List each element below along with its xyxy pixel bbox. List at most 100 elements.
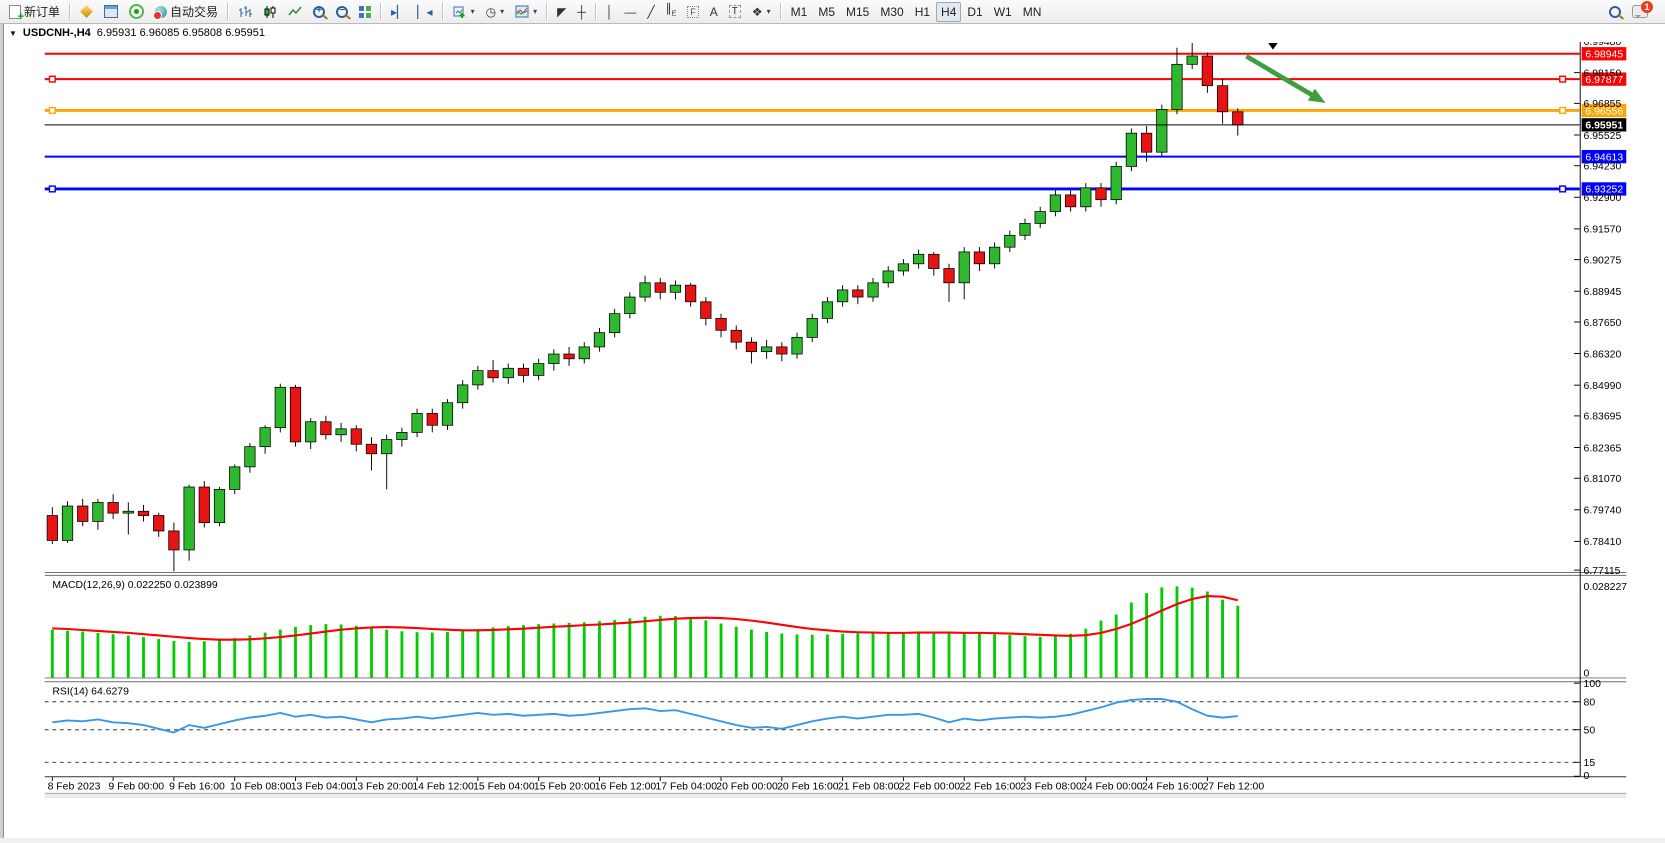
pane-frame [44,42,1627,799]
svg-text:21 Feb 08:00: 21 Feb 08:00 [838,782,900,793]
macd-pane[interactable]: MACD(12,26,9) 0.022250 0.023899 [50,580,1240,678]
svg-text:15 Feb 04:00: 15 Feb 04:00 [473,782,535,793]
tab-timeframe-MN[interactable]: MN [1018,2,1047,22]
svg-text:6.92900: 6.92900 [1584,193,1622,204]
data-window-button[interactable] [99,2,123,22]
svg-text:22 Feb 16:00: 22 Feb 16:00 [959,782,1021,793]
line-chart-button[interactable] [283,2,307,22]
svg-text:17 Feb 04:00: 17 Feb 04:00 [655,782,717,793]
chevron-down-icon: ▾ [766,7,771,16]
svg-text:6.79740: 6.79740 [1584,506,1622,517]
equidistant-channel-button[interactable]: ∥E [661,2,682,22]
new-order-label: 新订单 [24,5,61,19]
shapes-dropdown[interactable]: ❖ ▾ [747,2,776,22]
zoom-in-button[interactable]: + [308,2,330,22]
chart-window: ▼ USDCNH-,H4 6.95931 6.96085 6.95808 6.9… [0,24,1665,838]
text-button[interactable]: A [705,2,723,22]
svg-text:24 Feb 16:00: 24 Feb 16:00 [1142,782,1204,793]
tab-timeframe-D1[interactable]: D1 [962,2,987,22]
svg-text:10 Feb 08:00: 10 Feb 08:00 [230,782,292,793]
signals-icon [129,4,145,19]
chart-title-bar: ▼ USDCNH-,H4 6.95931 6.96085 6.95808 6.9… [3,24,1665,42]
crosshair-button[interactable]: ┼ [572,2,591,22]
svg-text:6.94230: 6.94230 [1584,162,1622,173]
search-button[interactable] [1604,2,1626,22]
svg-text:24 Feb 00:00: 24 Feb 00:00 [1081,782,1143,793]
price-axis[interactable]: 6.98945 6.97877 6.96556 6.94613 6.93252 6.959… [1574,37,1627,782]
svg-text:6.91570: 6.91570 [1584,225,1622,236]
svg-text:6.96556: 6.96556 [1585,106,1623,117]
svg-text:13 Feb 20:00: 13 Feb 20:00 [352,782,414,793]
vertical-line-button[interactable]: │ [601,2,619,22]
collapse-icon[interactable]: ▼ [9,28,17,38]
chart-canvas[interactable]: MACD(12,26,9) 0.022250 0.023899 RSI(14) … [3,37,1665,838]
zoom-in-icon: + [313,5,326,18]
horizontal-line-objects[interactable] [44,52,1580,193]
toolbar: 新订单 自动交易 + − ▸▏ ▏◂ ▾ ◷▾ ▾ ◤ ┼ │ — ╱ ∥E F… [0,0,1665,24]
fibonacci-button[interactable]: F [682,2,704,22]
separator [546,3,549,20]
svg-text:8 Feb 2023: 8 Feb 2023 [48,782,101,793]
chevron-down-icon: ▾ [470,7,475,16]
templates-dropdown[interactable]: ▾ [510,2,542,22]
separator [594,3,597,20]
svg-text:6.98945: 6.98945 [1585,50,1623,61]
signals-button[interactable] [124,2,149,22]
svg-text:6.98150: 6.98150 [1584,68,1622,79]
arrow-annotation[interactable] [1245,42,1326,103]
tab-timeframe-H1[interactable]: H1 [910,2,935,22]
svg-text:20 Feb 00:00: 20 Feb 00:00 [716,782,778,793]
tab-timeframe-M5[interactable]: M5 [813,2,840,22]
rsi-pane[interactable]: RSI(14) 64.6279 [44,687,1580,763]
svg-text:23 Feb 08:00: 23 Feb 08:00 [1020,782,1082,793]
trendline-button[interactable]: ╱ [642,2,659,22]
horizontal-line-icon: — [624,4,637,19]
separator [380,3,383,20]
periods-dropdown[interactable]: ◷ ▾ [481,2,510,22]
svg-text:6.84990: 6.84990 [1584,381,1622,392]
tab-timeframe-M15[interactable]: M15 [841,2,874,22]
chart-shift-icon: ▏◂ [417,4,433,19]
candlestick-button[interactable] [258,2,282,22]
line-chart-icon [288,6,302,15]
new-chart-icon [453,6,465,18]
time-axis[interactable]: 8 Feb 2023 9 Feb 00:00 9 Feb 16:00 10 Feb 0… [48,777,1265,793]
chevron-down-icon: ▾ [500,7,505,16]
svg-text:6.94613: 6.94613 [1585,152,1623,163]
new-order-button[interactable]: 新订单 [4,2,65,23]
svg-text:6.93252: 6.93252 [1585,185,1623,196]
text-label-icon: T [728,5,741,18]
search-icon [1609,5,1621,18]
separator [227,3,230,20]
tab-timeframe-W1[interactable]: W1 [989,2,1017,22]
separator [779,3,782,20]
cursor-button[interactable]: ◤ [552,2,571,22]
market-watch-button[interactable] [75,2,98,22]
tab-timeframe-M30[interactable]: M30 [875,2,908,22]
text-label-button[interactable]: T [724,2,746,22]
chart-shift-button[interactable]: ▏◂ [412,2,437,22]
separator [69,3,72,20]
tile-windows-button[interactable] [354,2,376,22]
bar-chart-icon [239,5,253,17]
zoom-out-button[interactable]: − [331,2,353,22]
separator [441,3,444,20]
bar-chart-button[interactable] [233,2,257,22]
clock-icon: ◷ [485,4,497,19]
auto-trading-button[interactable]: 自动交易 [150,2,223,22]
svg-text:100: 100 [1584,679,1602,690]
svg-text:22 Feb 00:00: 22 Feb 00:00 [899,782,961,793]
tab-timeframe-M1[interactable]: M1 [786,2,813,22]
crosshair-icon: ┼ [577,4,586,19]
tile-windows-icon [359,5,372,18]
horizontal-line-button[interactable]: — [619,2,641,22]
svg-text:50: 50 [1584,726,1596,737]
auto-scroll-icon: ▸▏ [391,4,407,19]
tab-timeframe-H4[interactable]: H4 [936,1,962,22]
new-chart-dropdown[interactable]: ▾ [448,2,480,22]
svg-text:16 Feb 12:00: 16 Feb 12:00 [595,782,657,793]
auto-scroll-button[interactable]: ▸▏ [386,2,411,22]
notifications-button[interactable]: 1 [1627,1,1653,22]
auto-trading-icon [153,5,168,20]
chart-symbol-period: USDCNH-,H4 [22,27,91,39]
